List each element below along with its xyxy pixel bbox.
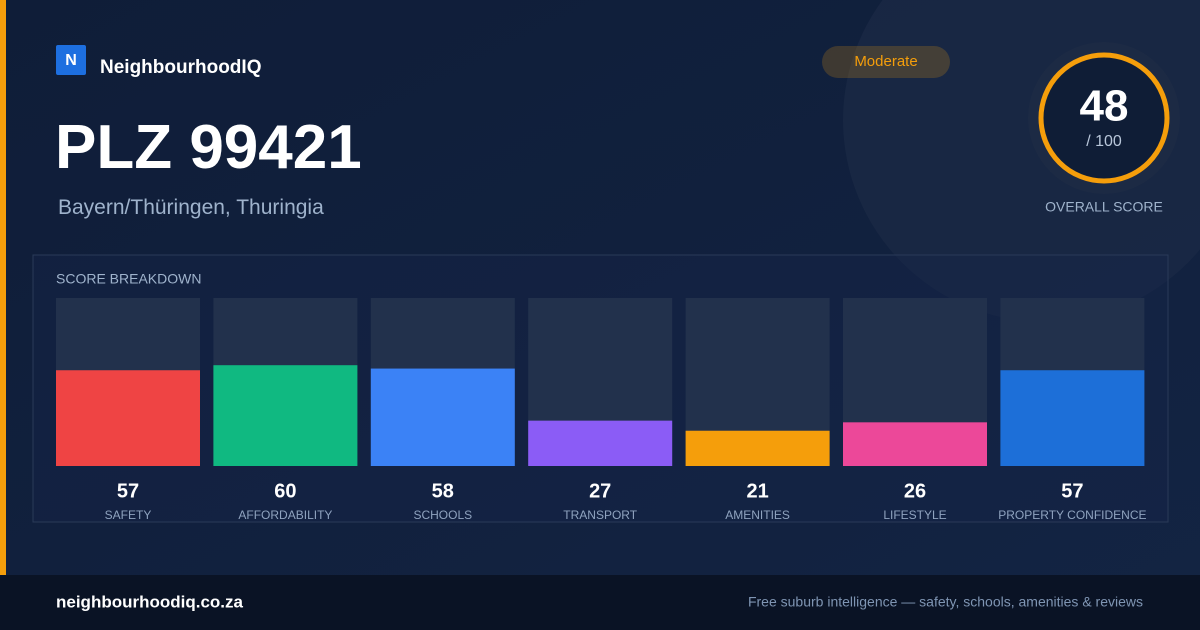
subtitle: Bayern/Thüringen, Thuringia: [58, 196, 324, 219]
overall-score: 48: [1080, 82, 1129, 131]
accent-stripe: [0, 0, 6, 575]
title: PLZ 99421: [55, 113, 362, 182]
bar: [213, 365, 358, 466]
category-label: SCHOOLS: [413, 508, 472, 522]
score-max: / 100: [1086, 133, 1122, 150]
value-label: 27: [589, 480, 611, 502]
bar: [370, 368, 515, 466]
footer-tagline: Free suburb intelligence — safety, schoo…: [748, 594, 1143, 610]
score-ring: [1038, 52, 1170, 184]
value-label: 60: [274, 480, 296, 502]
badge: [822, 46, 950, 78]
category-label: AMENITIES: [725, 508, 790, 522]
category-label: LIFESTYLE: [883, 508, 946, 522]
category-label: PROPERTY CONFIDENCE: [998, 508, 1146, 522]
bar: [528, 420, 673, 466]
footer-site: neighbourhoodiq.co.za: [56, 592, 244, 611]
value-label: 57: [117, 480, 139, 502]
bar: [56, 370, 200, 466]
bar: [1000, 370, 1145, 466]
value-label: 58: [432, 480, 454, 502]
bar: [843, 422, 987, 466]
overall-label: OVERALL SCORE: [1045, 199, 1163, 215]
value-label: 57: [1061, 480, 1083, 502]
badge-text: Moderate: [854, 53, 917, 70]
bar: [685, 430, 830, 466]
breakdown-heading: SCORE BREAKDOWN: [56, 271, 201, 287]
value-label: 26: [904, 480, 926, 502]
value-label: 21: [746, 480, 768, 502]
logo-letter: N: [65, 52, 77, 69]
category-label: SAFETY: [105, 508, 152, 522]
logo: [56, 45, 86, 75]
footer-bar: [0, 575, 1200, 630]
brand: NeighbourhoodIQ: [100, 57, 261, 78]
category-label: TRANSPORT: [563, 508, 637, 522]
category-label: AFFORDABILITY: [238, 508, 332, 522]
